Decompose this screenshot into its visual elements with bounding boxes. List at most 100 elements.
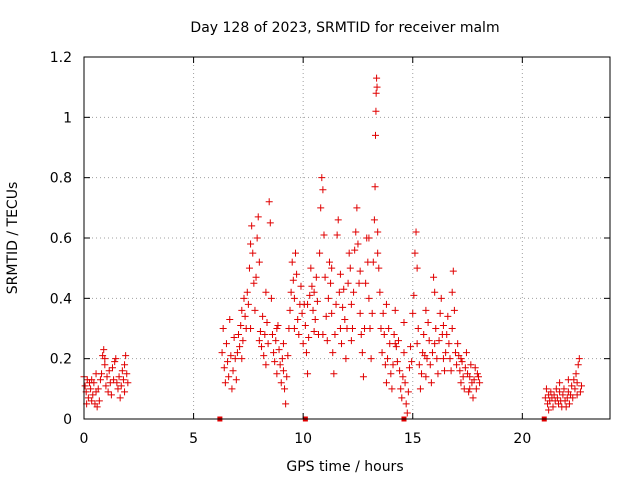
data-point [449, 267, 457, 275]
data-point [399, 373, 407, 381]
y-tick-label: 1 [63, 110, 72, 126]
data-point [442, 349, 450, 357]
data-point [323, 337, 331, 345]
data-point [224, 358, 232, 366]
data-point [256, 328, 264, 336]
data-point [247, 325, 255, 332]
data-point [237, 321, 245, 329]
data-point [431, 340, 439, 348]
data-point [227, 352, 235, 360]
data-point [320, 231, 328, 239]
data-point [261, 331, 269, 339]
data-point [446, 355, 454, 363]
data-point [348, 325, 356, 332]
data-point [439, 321, 447, 329]
data-point [376, 288, 384, 296]
data-point [102, 382, 110, 390]
data-point [393, 358, 401, 366]
data-point [231, 355, 239, 363]
data-point [377, 325, 385, 332]
data-point [451, 349, 459, 357]
data-point [410, 291, 418, 299]
data-point [380, 331, 388, 339]
data-point [290, 294, 298, 302]
data-point [398, 394, 406, 402]
data-point [367, 355, 375, 363]
data-point [390, 331, 398, 339]
data-point [93, 403, 101, 411]
data-point [334, 216, 342, 224]
data-point [414, 325, 422, 332]
data-point [319, 331, 327, 339]
data-point [336, 270, 344, 278]
data-point [401, 379, 409, 387]
data-point [573, 391, 581, 399]
data-point [263, 318, 271, 326]
data-point [459, 373, 467, 381]
data-point [375, 264, 383, 272]
data-point [88, 376, 96, 384]
data-point [432, 325, 440, 332]
data-point [357, 331, 365, 339]
data-point [340, 285, 348, 293]
data-point [422, 306, 430, 314]
x-tick-label: 20 [513, 431, 531, 447]
data-point [271, 358, 279, 366]
data-point [318, 174, 326, 182]
data-point [281, 385, 289, 393]
data-point [105, 367, 113, 375]
data-point [416, 385, 424, 393]
data-point [264, 340, 272, 348]
data-point [469, 394, 477, 402]
data-point [305, 334, 313, 342]
data-point [405, 364, 413, 372]
data-point [239, 337, 247, 345]
data-point [298, 309, 306, 317]
data-point [379, 309, 387, 317]
data-point [249, 249, 257, 257]
data-points-layer [80, 74, 586, 417]
data-point [220, 364, 228, 372]
data-point [119, 376, 127, 384]
data-point [310, 288, 318, 296]
data-point [94, 385, 102, 393]
data-point [565, 400, 573, 408]
data-point [568, 382, 576, 390]
data-point [391, 306, 399, 314]
data-point [547, 388, 555, 396]
data-point [336, 325, 344, 332]
data-point [260, 352, 268, 360]
data-point [569, 394, 577, 402]
data-point [92, 370, 100, 378]
data-point [262, 288, 270, 296]
data-point [465, 388, 473, 396]
data-point [350, 288, 358, 296]
data-point [342, 355, 350, 363]
data-point [324, 294, 332, 302]
data-point [562, 403, 570, 411]
data-point [103, 373, 111, 381]
data-point [575, 355, 583, 363]
data-point [476, 379, 484, 387]
data-point [385, 325, 393, 332]
data-point [284, 352, 292, 360]
data-point [470, 376, 478, 384]
data-point [87, 385, 95, 393]
data-point [362, 279, 370, 287]
data-point [113, 379, 121, 387]
data-point [122, 352, 130, 360]
data-point [371, 131, 379, 139]
data-point [443, 331, 451, 339]
data-point [341, 315, 349, 323]
grid-layer [84, 57, 610, 419]
data-point [247, 240, 255, 248]
data-point [338, 340, 346, 348]
data-point [439, 355, 447, 363]
x-tick-label: 15 [404, 431, 422, 447]
data-point [553, 394, 561, 402]
data-point [277, 379, 285, 387]
data-point [456, 367, 464, 375]
data-point [354, 240, 362, 248]
x-tick-label: 5 [189, 431, 198, 447]
data-point [328, 309, 336, 317]
